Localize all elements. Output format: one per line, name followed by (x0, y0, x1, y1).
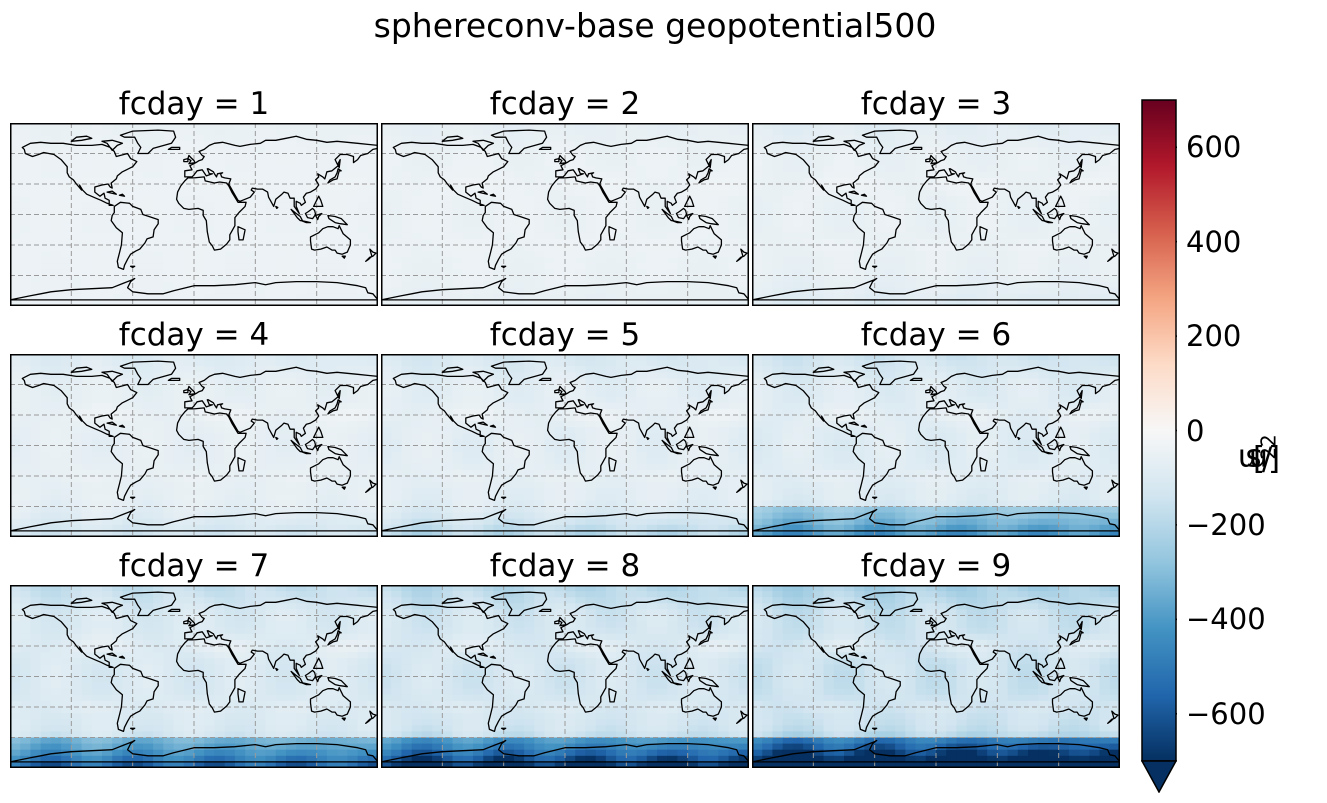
coastlines (752, 591, 1120, 763)
map-canvas (752, 585, 1120, 768)
figure-title: sphereconv-base geopotential500 (373, 6, 937, 45)
panel-title: fcday = 5 (489, 317, 641, 353)
map-frame (752, 585, 1120, 768)
map-panel-fcday-3: fcday = 3 (752, 86, 1120, 306)
panel-title: fcday = 9 (860, 548, 1012, 584)
map-panel-fcday-4: fcday = 4 (10, 317, 378, 537)
anomaly-field (381, 123, 749, 306)
map-frame (10, 123, 378, 306)
panel-title: fcday = 4 (118, 317, 270, 353)
map-frame (752, 354, 1120, 537)
map-frame (10, 354, 378, 537)
graticule (381, 123, 749, 306)
map-panel-fcday-8: fcday = 8 (381, 548, 749, 768)
map-frame (10, 585, 378, 768)
map-canvas (752, 354, 1120, 537)
coastlines (752, 129, 1120, 301)
coastlines (381, 360, 749, 532)
map-panel-fcday-5: fcday = 5 (381, 317, 749, 537)
colorbar-tick-label: 200 (1186, 319, 1242, 354)
map-frame (381, 123, 749, 306)
colorbar (1141, 99, 1177, 793)
colorbar-tick-label: 400 (1186, 224, 1242, 259)
colorbar-tick-label: 0 (1186, 413, 1205, 448)
panel-title: fcday = 7 (118, 548, 270, 584)
coastlines (381, 129, 749, 301)
colorbar-tick-label: −400 (1186, 602, 1266, 637)
colorbar-tick-label: −600 (1186, 696, 1266, 731)
map-frame (381, 354, 749, 537)
anomaly-field (752, 585, 1120, 768)
coastlines (752, 360, 1120, 532)
colorbar-tick-label: 600 (1186, 130, 1242, 165)
coastlines (10, 591, 378, 763)
map-canvas (381, 123, 749, 306)
map-panel-fcday-2: fcday = 2 (381, 86, 749, 306)
panel-title: fcday = 1 (118, 86, 270, 122)
map-panel-fcday-6: fcday = 6 (752, 317, 1120, 537)
map-panel-fcday-9: fcday = 9 (752, 548, 1120, 768)
map-canvas (10, 585, 378, 768)
colorbar-gradient (1141, 99, 1177, 762)
map-frame (381, 585, 749, 768)
colorbar-ticks (1176, 146, 1177, 715)
panel-title: fcday = 6 (860, 317, 1012, 353)
anomaly-field (10, 585, 378, 768)
anomaly-field (381, 585, 749, 768)
graticule (381, 585, 749, 768)
map-frame (752, 123, 1120, 306)
colorbar-tick-label: −200 (1186, 507, 1266, 542)
coastlines (10, 129, 378, 301)
map-panel-fcday-1: fcday = 1 (10, 86, 378, 306)
map-canvas (10, 123, 378, 306)
map-canvas (10, 354, 378, 537)
map-panel-fcday-7: fcday = 7 (10, 548, 378, 768)
panel-title: fcday = 3 (860, 86, 1012, 122)
map-canvas (381, 354, 749, 537)
panel-title: fcday = 8 (489, 548, 641, 584)
panel-title: fcday = 2 (489, 86, 641, 122)
coastlines (381, 591, 749, 763)
map-canvas (752, 123, 1120, 306)
colorbar-extend-triangle (1141, 760, 1177, 793)
map-canvas (381, 585, 749, 768)
coastlines (10, 360, 378, 532)
